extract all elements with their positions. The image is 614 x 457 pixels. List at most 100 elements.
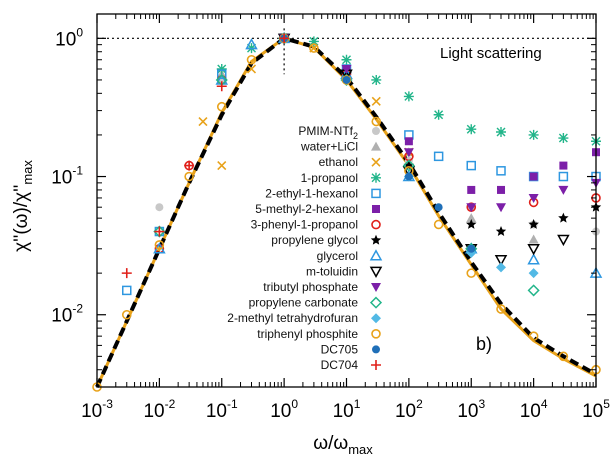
legend-item: PMIM-NTf2 <box>298 124 380 141</box>
data-point <box>341 64 352 74</box>
legend-item: 1-propanol <box>301 171 381 185</box>
x-axis-title-sub: max <box>348 442 373 457</box>
x-tick-label-base: 10 <box>206 401 227 422</box>
legend-marker <box>372 205 380 213</box>
legend-label: tributyl phosphate <box>263 280 358 294</box>
data-point <box>404 137 413 146</box>
x-tick-label-exponent: 5 <box>603 397 610 411</box>
data-point <box>121 268 132 279</box>
legend-marker <box>369 296 383 309</box>
data-point <box>496 262 507 273</box>
legend-label: 2-ethyl-1-hexanol <box>265 186 358 200</box>
data-point <box>496 127 507 138</box>
data-point <box>467 244 476 253</box>
legend-marker <box>371 328 381 339</box>
legend-label-text: glycerol <box>317 249 358 263</box>
data-point <box>342 75 351 84</box>
data-point <box>246 54 257 65</box>
data-point <box>527 284 540 297</box>
legend-label: water+LiCl <box>300 140 358 154</box>
legend-item: ethanol <box>319 155 381 169</box>
data-point <box>466 268 477 278</box>
x-tick-label-exponent: 0 <box>291 397 298 411</box>
legend-label-text: ethanol <box>319 155 358 169</box>
y-tick-label-exponent: -1 <box>72 164 83 178</box>
x-tick-label: 10-1 <box>206 397 238 422</box>
data-point <box>122 285 132 296</box>
data-point <box>121 309 132 320</box>
master-curve-dashed <box>95 36 597 388</box>
legend-item: DC704 <box>321 358 381 372</box>
data-point <box>433 219 444 230</box>
x-tick-label-base: 10 <box>81 401 102 422</box>
data-point <box>558 171 569 182</box>
x-tick-label: 105 <box>582 397 610 422</box>
data-point <box>558 351 569 362</box>
y-tick-label: 10-1 <box>51 164 83 189</box>
y-tick-label-base: 10 <box>55 29 76 50</box>
data-point <box>557 234 570 247</box>
data-point <box>217 69 227 79</box>
data-point <box>246 64 257 74</box>
legend-label: triphenyl phosphite <box>257 327 358 341</box>
data-point <box>279 33 290 44</box>
legend-label-text: water+LiCl <box>300 140 358 154</box>
x-tick-label-exponent: 2 <box>416 397 423 411</box>
data-point <box>216 101 227 112</box>
legend-label-text: 2-methyl tetrahydrofuran <box>227 311 358 325</box>
legend-marker <box>371 157 381 167</box>
legend-label: ethanol <box>319 155 358 169</box>
y-tick-label: 10-2 <box>51 302 83 327</box>
legend-label: propylene glycol <box>271 233 358 247</box>
data-point <box>558 212 569 223</box>
data-point <box>496 203 507 213</box>
data-point <box>466 124 477 135</box>
legend-label-text: tributyl phosphate <box>263 280 358 294</box>
data-point <box>154 240 165 250</box>
legend-item: propylene glycol <box>271 233 382 247</box>
data-point <box>495 226 507 236</box>
data-point <box>528 331 539 341</box>
x-tick-label-base: 10 <box>520 401 541 422</box>
legend-marker <box>371 219 381 230</box>
x-tick-label: 10-3 <box>81 397 113 422</box>
data-markers <box>92 31 603 392</box>
data-point <box>496 166 506 176</box>
legend-label: PMIM-NTf2 <box>298 124 358 141</box>
data-point <box>184 171 194 182</box>
reference-lines <box>97 28 596 75</box>
legend-item: 5-methyl-2-hexanol <box>255 202 380 216</box>
legend-label-text: m-toluidin <box>306 264 358 278</box>
legend-label: glycerol <box>317 249 358 263</box>
data-point <box>184 160 195 171</box>
legend-marker <box>369 249 383 261</box>
x-tick-label-exponent: 1 <box>354 397 361 411</box>
legend-label: m-toluidin <box>306 264 358 278</box>
data-point <box>528 268 539 279</box>
legend-item: 2-methyl tetrahydrofuran <box>227 311 381 325</box>
data-point <box>528 219 539 229</box>
x-tick-label: 100 <box>270 397 298 422</box>
legend-item: m-toluidin <box>306 264 383 278</box>
data-point <box>559 161 568 170</box>
legend-item: propylene carbonate <box>249 296 383 310</box>
x-axis-title: ω/ωmax <box>313 433 373 457</box>
data-point <box>216 63 227 74</box>
legend-label: 1-propanol <box>301 171 358 185</box>
data-point <box>309 43 319 53</box>
legend-marker <box>372 345 380 354</box>
series-14 <box>280 34 476 253</box>
data-point <box>371 116 382 127</box>
data-point <box>341 54 352 65</box>
data-point <box>155 203 164 212</box>
data-point <box>154 226 165 237</box>
x-tick-label: 102 <box>395 397 423 422</box>
legend-item: DC705 <box>321 342 380 356</box>
data-point <box>434 203 443 212</box>
x-tick-label: 103 <box>457 397 485 422</box>
x-tick-label: 101 <box>333 397 361 422</box>
annotation-light-scattering: Light scattering <box>440 45 542 62</box>
